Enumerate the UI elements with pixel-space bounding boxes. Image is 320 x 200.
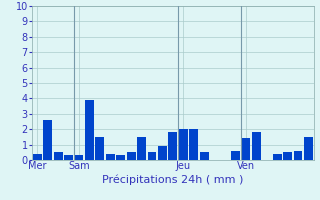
Bar [64,155,73,160]
Bar [231,151,240,160]
Bar [293,151,302,160]
Bar [54,152,62,160]
Bar [85,100,94,160]
Bar [95,137,104,160]
Bar [137,137,146,160]
Bar [33,154,42,160]
Bar [148,152,156,160]
Bar [283,152,292,160]
Bar [273,154,282,160]
Bar [158,146,167,160]
Bar [127,152,135,160]
Bar [75,155,84,160]
Bar [252,132,261,160]
Bar [116,155,125,160]
X-axis label: Précipitations 24h ( mm ): Précipitations 24h ( mm ) [102,174,244,185]
Bar [241,138,250,160]
Bar [168,132,177,160]
Bar [179,129,188,160]
Bar [304,137,313,160]
Bar [106,154,115,160]
Bar [43,120,52,160]
Bar [200,152,209,160]
Bar [189,129,198,160]
